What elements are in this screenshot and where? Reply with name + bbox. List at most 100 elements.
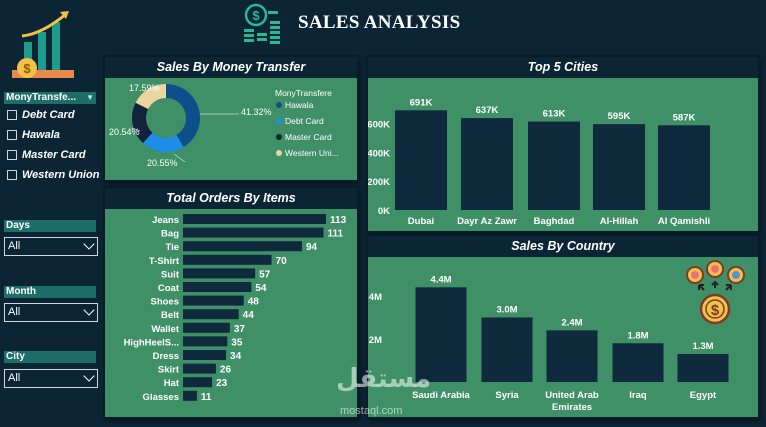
app-logo-icon: $ <box>8 6 78 82</box>
item-bar[interactable] <box>183 295 244 306</box>
city-tick-label: Dayr Az Zawr <box>457 216 517 227</box>
checkbox-debt-card[interactable] <box>7 110 17 120</box>
legend-entry[interactable]: Debt Card <box>285 116 324 126</box>
country-bar-chart: 2M 4M 4.4M Saudi Arabia 3.0M Syria 2.4M United … <box>369 274 729 413</box>
items-bar-chart: Jeans 113 Bag 111 Tie 94 T-Shirt 70 Suit 57 Coat 54… <box>124 214 347 403</box>
donut-slice[interactable] <box>132 102 153 143</box>
panel-top-cities: Top 5 Cities 0K 200K 400K 600K 691K Dubai 637K… <box>368 57 758 231</box>
chevron-down-icon <box>83 304 95 316</box>
country-tick-label: United Arab <box>545 390 599 401</box>
item-bar[interactable] <box>183 214 326 224</box>
country-bar[interactable] <box>677 354 729 382</box>
item-tick-label: Bag <box>161 229 179 240</box>
item-tick-label: HighHeelS... <box>124 337 179 348</box>
svg-text:$: $ <box>711 302 720 319</box>
checkbox-hawala[interactable] <box>7 130 17 140</box>
slicer-label: Month <box>6 286 36 297</box>
city-bar[interactable] <box>593 124 645 210</box>
item-bar[interactable] <box>183 377 213 388</box>
slicer-city-header: City <box>4 351 96 363</box>
item-bar[interactable] <box>183 282 252 292</box>
city-value-label: 637K <box>476 105 499 116</box>
item-tick-label: T-Shirt <box>149 256 180 267</box>
item-bar[interactable] <box>183 254 272 265</box>
city-tick-label: Baghdad <box>534 216 575 227</box>
item-bar[interactable] <box>183 322 230 333</box>
item-value-label: 57 <box>259 269 271 280</box>
donut-value-label: 20.55% <box>147 158 178 168</box>
city-dropdown[interactable]: All <box>4 369 98 388</box>
legend-swatch <box>276 102 282 108</box>
donut-chart: 41.32% 20.55% 20.54% 17.59% MonyTransfere Ha… <box>109 83 339 168</box>
page-title: SALES ANALYSIS <box>298 12 461 33</box>
country-bar[interactable] <box>481 317 533 382</box>
item-tick-label: Suit <box>161 269 180 280</box>
city-bar[interactable] <box>461 118 513 210</box>
y-tick-label: 2M <box>369 335 382 346</box>
item-value-label: 26 <box>220 365 232 376</box>
city-bar[interactable] <box>395 110 447 210</box>
legend-entry[interactable]: Master Card <box>285 132 332 142</box>
dropdown-value: All <box>8 240 21 252</box>
panel-title: Sales By Country <box>368 236 758 257</box>
city-bar[interactable] <box>658 125 710 210</box>
y-tick-label: 0K <box>378 206 390 217</box>
city-value-label: 587K <box>673 112 696 123</box>
leader-line <box>173 153 186 163</box>
checkbox-master-card[interactable] <box>7 150 17 160</box>
y-tick-label: 400K <box>368 148 390 159</box>
item-tick-label: Wallet <box>151 324 179 335</box>
item-bar[interactable] <box>183 309 239 320</box>
item-value-label: 48 <box>248 297 260 308</box>
item-bar[interactable] <box>183 336 228 347</box>
city-bar[interactable] <box>528 121 580 210</box>
donut-value-label: 41.32% <box>241 107 272 117</box>
donut-slice[interactable] <box>166 84 200 148</box>
item-tick-label: Jeans <box>152 215 179 226</box>
country-tick-label: Iraq <box>629 390 647 401</box>
item-bar[interactable] <box>183 241 302 252</box>
item-bar[interactable] <box>183 363 216 374</box>
donut-value-label: 20.54% <box>109 127 140 137</box>
dollar-coin-icon: $ <box>682 260 748 326</box>
country-value-label: 1.8M <box>627 330 648 341</box>
donut-slice[interactable] <box>142 132 184 152</box>
city-value-label: 595K <box>608 111 631 122</box>
slicer-month-header: Month <box>4 286 96 298</box>
item-bar[interactable] <box>183 227 324 238</box>
legend-entry[interactable]: Western Uni... <box>285 148 339 158</box>
country-bar[interactable] <box>546 330 598 382</box>
checkbox-label: Debt Card <box>22 109 75 121</box>
country-bar[interactable] <box>415 287 467 382</box>
slicer-label: Days <box>6 220 30 231</box>
legend-entry[interactable]: Hawala <box>285 100 314 110</box>
country-tick-label: Egypt <box>690 390 717 401</box>
checkbox-western-union[interactable] <box>7 170 17 180</box>
checkbox-label: Western Union <box>22 169 100 181</box>
donut-slice[interactable] <box>135 84 166 110</box>
leader-line <box>149 89 166 93</box>
slicer-money-transfer-header[interactable]: MonyTransfe... ▼ <box>4 92 96 104</box>
month-dropdown[interactable]: All <box>4 303 98 322</box>
panel-title: Total Orders By Items <box>105 188 357 209</box>
city-tick-label: Dubai <box>408 216 434 227</box>
legend-swatch <box>276 118 282 124</box>
item-value-label: 70 <box>276 256 288 267</box>
city-value-label: 613K <box>543 109 566 120</box>
days-dropdown[interactable]: All <box>4 237 98 256</box>
country-bar[interactable] <box>612 343 664 382</box>
chevron-down-icon: ▼ <box>86 93 94 102</box>
dropdown-value: All <box>8 372 21 384</box>
item-tick-label: Skirt <box>158 365 180 376</box>
item-value-label: 35 <box>231 337 243 348</box>
item-bar[interactable] <box>183 390 197 401</box>
item-bar[interactable] <box>183 350 227 360</box>
svg-text:$: $ <box>23 61 31 76</box>
country-tick-label: Saudi Arabia <box>412 390 470 401</box>
item-tick-label: Tie <box>165 242 179 253</box>
header-bar <box>0 0 766 55</box>
chevron-down-icon <box>83 370 95 382</box>
slicer-label: City <box>6 351 25 362</box>
legend-swatch <box>276 150 282 156</box>
item-bar[interactable] <box>183 268 256 279</box>
